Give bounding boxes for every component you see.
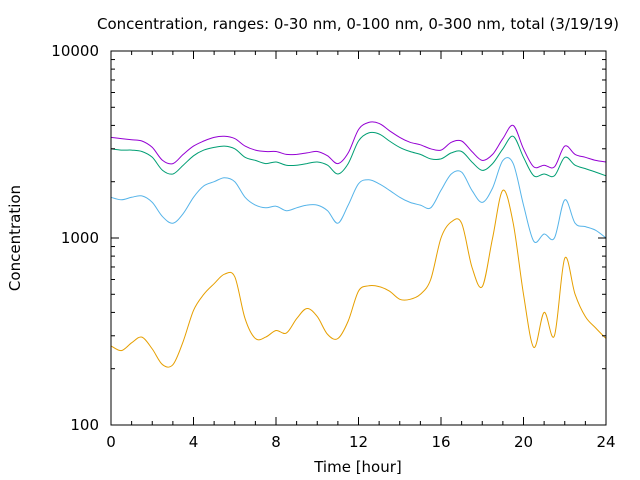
series-line-4 xyxy=(110,121,607,169)
x-tick-label: 4 xyxy=(189,433,199,451)
y-tick-label: 1000 xyxy=(61,229,99,247)
series-line-3 xyxy=(110,131,607,178)
x-axis: 0 4 8 12 16 20 24 xyxy=(106,51,616,451)
y-axis-label: Concentration xyxy=(6,185,24,291)
y-tick-label: 10000 xyxy=(51,42,99,60)
x-tick-label: 0 xyxy=(106,433,116,451)
series-line-2 xyxy=(110,157,607,243)
x-tick-label: 12 xyxy=(349,433,368,451)
series-layer xyxy=(110,121,607,368)
series-line-1 xyxy=(110,189,607,368)
y-axis: 100 1000 10000 xyxy=(51,42,606,434)
x-tick-label: 24 xyxy=(596,433,615,451)
chart-title: Concentration, ranges: 0-30 nm, 0-100 nm… xyxy=(97,15,619,33)
x-tick-label: 20 xyxy=(514,433,533,451)
x-tick-label: 16 xyxy=(431,433,450,451)
x-tick-label: 8 xyxy=(271,433,281,451)
x-axis-label: Time [hour] xyxy=(313,458,402,476)
y-tick-label: 100 xyxy=(70,416,99,434)
